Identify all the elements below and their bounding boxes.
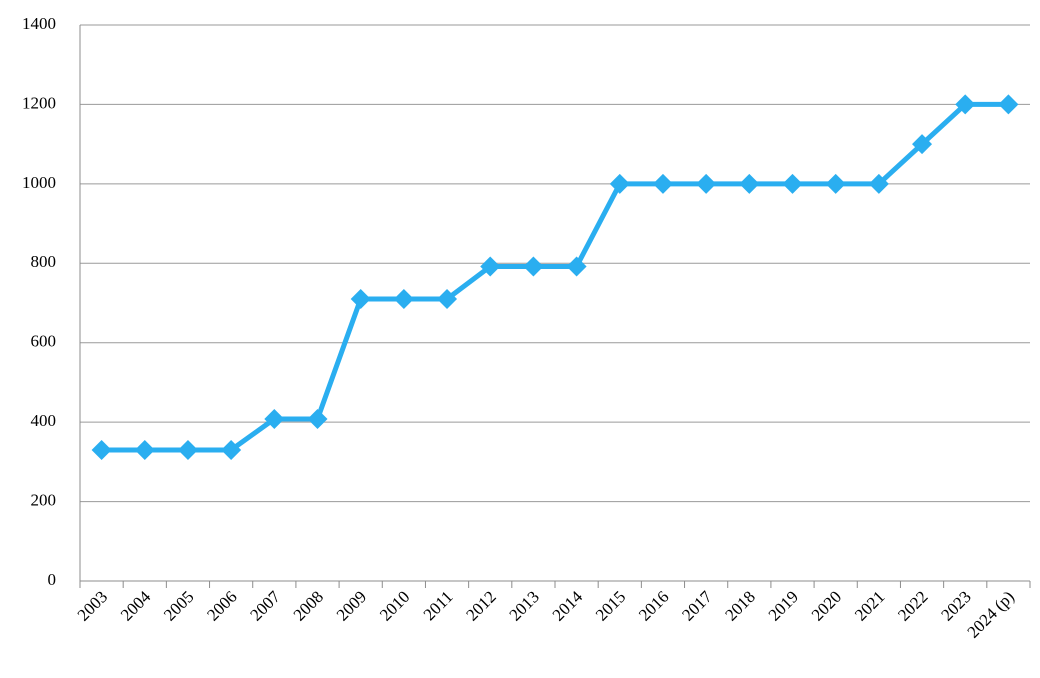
line — [101, 101, 1009, 453]
marker — [825, 173, 846, 194]
x-tick-label: 2013 — [506, 587, 543, 624]
y-tick-label: 1400 — [22, 14, 56, 33]
marker — [912, 134, 933, 155]
marker — [782, 173, 803, 194]
y-tick-label: 0 — [48, 570, 57, 589]
y-tick-label: 600 — [31, 332, 57, 351]
x-tick-label: 2019 — [765, 587, 802, 624]
marker — [955, 94, 976, 115]
x-tick-label: 2017 — [678, 587, 716, 625]
x-tick-label: 2018 — [721, 587, 758, 624]
marker — [437, 289, 458, 310]
marker — [221, 439, 242, 460]
x-tick-label: 2021 — [851, 587, 888, 624]
x-tick-label: 2015 — [592, 587, 629, 624]
x-tick-label: 2009 — [333, 587, 370, 624]
marker — [350, 289, 371, 310]
x-tick-label: 2003 — [74, 587, 111, 624]
x-tick-label: 2008 — [290, 587, 327, 624]
x-tick-label: 2010 — [376, 587, 413, 624]
x-tick-label: 2016 — [635, 587, 672, 624]
x-tick-label: 2024 (p) — [963, 587, 1018, 642]
marker — [480, 256, 501, 277]
x-tick-label: 2014 — [549, 587, 587, 625]
marker — [998, 94, 1019, 115]
marker — [264, 408, 285, 429]
x-tick-label: 2004 — [117, 587, 155, 625]
y-tick-label: 1200 — [22, 93, 56, 112]
y-tick-label: 1000 — [22, 173, 56, 192]
marker — [868, 173, 889, 194]
x-tick-label: 2022 — [894, 587, 931, 624]
marker — [91, 439, 112, 460]
marker — [652, 173, 673, 194]
marker — [393, 289, 414, 310]
y-tick-label: 200 — [31, 490, 57, 509]
marker — [739, 173, 760, 194]
y-tick-label: 800 — [31, 252, 57, 271]
y-tick-label: 400 — [31, 411, 57, 430]
x-tick-label: 2007 — [246, 587, 284, 625]
x-tick-label: 2005 — [160, 587, 197, 624]
x-tick-label: 2020 — [808, 587, 845, 624]
marker — [566, 256, 587, 277]
marker — [523, 256, 544, 277]
marker — [307, 408, 328, 429]
marker — [177, 439, 198, 460]
x-tick-label: 2023 — [937, 587, 974, 624]
marker — [609, 173, 630, 194]
x-tick-label: 2006 — [203, 587, 240, 624]
marker — [134, 439, 155, 460]
x-tick-label: 2012 — [462, 587, 499, 624]
marker — [696, 173, 717, 194]
x-tick-label: 2011 — [420, 587, 457, 624]
